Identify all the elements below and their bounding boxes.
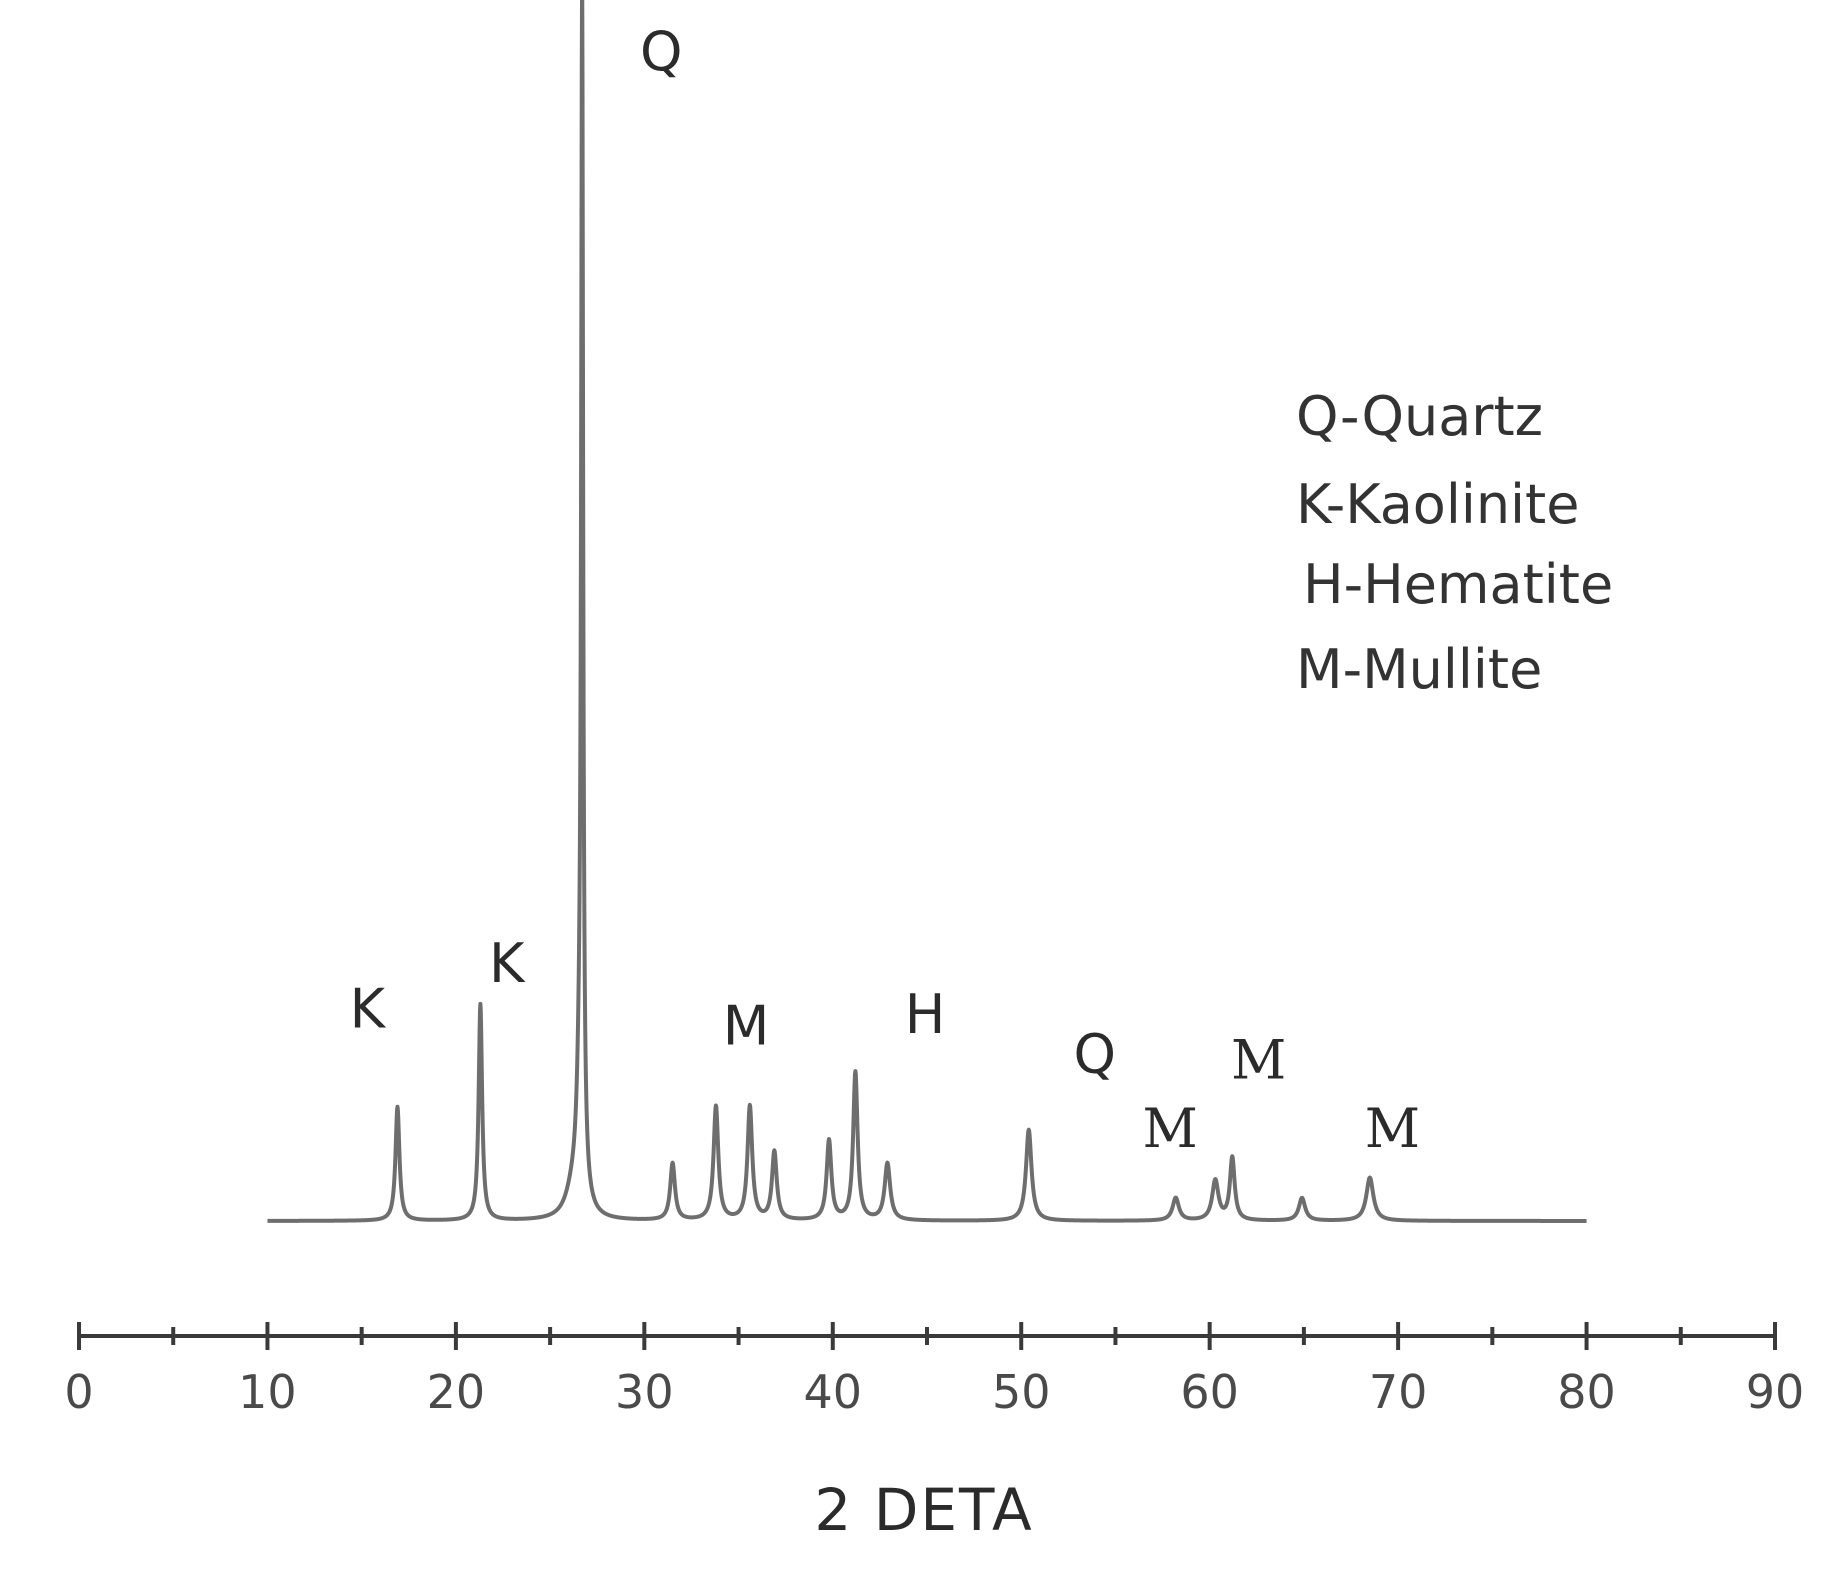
x-tick-label: 90	[1746, 1365, 1805, 1419]
x-tick-label: 50	[992, 1365, 1051, 1419]
x-axis-title: 2 DETA	[814, 1476, 1033, 1544]
legend-item-mullite: M-Mullite	[1296, 638, 1542, 701]
peak-label: Q	[640, 21, 683, 84]
x-tick-label: 20	[427, 1365, 486, 1419]
x-axis: 0 10 20 30 40 50 60 70 80 90 2 DETA	[64, 1322, 1804, 1544]
legend-item-kaolinite: K-Kaolinite	[1296, 473, 1579, 536]
x-tick-label: 80	[1557, 1365, 1616, 1419]
legend: Q-Quartz K-Kaolinite H-Hematite M-Mullit…	[1296, 385, 1613, 701]
x-tick-label: 70	[1369, 1365, 1428, 1419]
peak-label: M	[1365, 1097, 1420, 1160]
x-axis-ticks	[77, 1322, 1777, 1350]
x-axis-tick-labels: 0 10 20 30 40 50 60 70 80 90	[64, 1365, 1804, 1419]
legend-item-hematite: H-Hematite	[1303, 553, 1613, 616]
xrd-pattern-line	[265, 0, 1589, 1223]
peak-label: H	[905, 983, 946, 1046]
peak-label: K	[489, 932, 526, 995]
x-tick-label: 10	[238, 1365, 297, 1419]
x-tick-label: 30	[615, 1365, 674, 1419]
x-tick-label: 40	[804, 1365, 863, 1419]
x-tick-label: 60	[1180, 1365, 1239, 1419]
peak-label: K	[350, 977, 387, 1040]
peak-label: M	[723, 994, 770, 1057]
legend-item-quartz: Q-Quartz	[1296, 385, 1543, 448]
peak-label: Q	[1073, 1023, 1116, 1086]
peak-label: M	[1142, 1097, 1197, 1160]
x-tick-label: 0	[64, 1365, 93, 1419]
peak-label: M	[1231, 1029, 1286, 1092]
